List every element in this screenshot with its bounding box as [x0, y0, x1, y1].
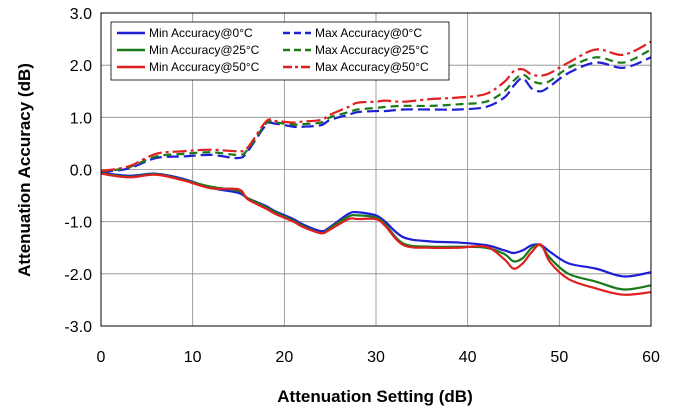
legend-label: Max Accuracy@0°C [315, 26, 422, 40]
legend-label: Min Accuracy@50°C [149, 60, 260, 74]
x-tick-label: 50 [550, 349, 568, 366]
tick-labels: 0 10 20 30 40 50 60 3.0 2.0 1.0 0.0 -1.0 -2.0 -3.0 [64, 6, 660, 366]
legend-box [110, 21, 450, 81]
y-tick-label: 3.0 [70, 6, 92, 23]
legend-label: Max Accuracy@50°C [315, 60, 429, 74]
legend-label: Min Accuracy@0°C [149, 26, 253, 40]
legend-label: Min Accuracy@25°C [149, 43, 260, 57]
x-tick-label: 10 [184, 349, 202, 366]
y-tick-label: -3.0 [64, 319, 92, 336]
x-tick-label: 0 [97, 349, 106, 366]
series-lines [100, 40, 652, 296]
x-tick-label: 20 [275, 349, 293, 366]
y-tick-label: 2.0 [70, 58, 92, 75]
y-tick-label: 1.0 [70, 110, 92, 127]
x-tick-label: 30 [367, 349, 385, 366]
series-line-5 [100, 48, 652, 173]
x-tick-label: 60 [642, 349, 660, 366]
plot-frame [100, 12, 652, 327]
y-tick-label: 0.0 [70, 163, 92, 180]
series-line-3 [100, 172, 652, 296]
y-tick-label: -2.0 [64, 267, 92, 284]
legend: Min Accuracy@0°C Min Accuracy@25°C Min Acc… [110, 21, 450, 81]
x-axis-title: Attenuation Setting (dB) [277, 387, 472, 406]
y-axis-title: Attenuation Accuracy (dB) [15, 63, 34, 277]
y-tick-label: -1.0 [64, 215, 92, 232]
series-line-4 [100, 56, 652, 174]
x-tick-label: 40 [459, 349, 477, 366]
legend-label: Max Accuracy@25°C [315, 43, 429, 57]
